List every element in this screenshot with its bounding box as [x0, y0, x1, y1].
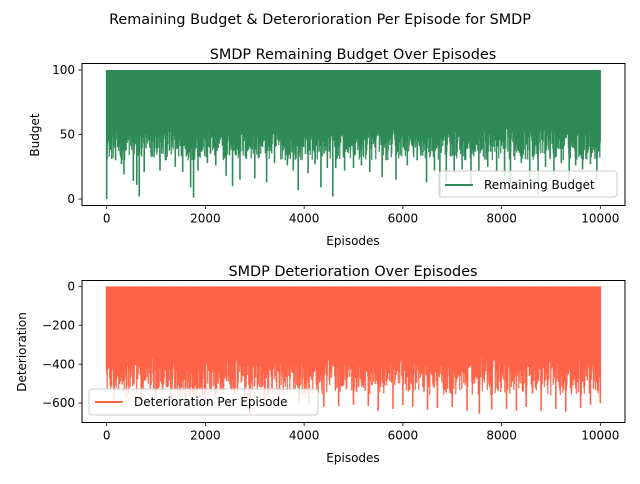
- deterioration-legend: Deterioration Per Episode: [88, 388, 319, 416]
- deterioration-x-tick-label: 4000: [289, 429, 320, 443]
- deterioration-legend-box: [88, 388, 319, 416]
- budget-chart-title: SMDP Remaining Budget Over Episodes: [210, 47, 496, 63]
- budget-x-tick-label: 2000: [190, 212, 221, 226]
- budget-x-axis-label: Episodes: [326, 234, 379, 248]
- figure-suptitle: Remaining Budget & Deterorioration Per E…: [109, 12, 531, 28]
- budget-y-axis-label: Budget: [28, 113, 42, 156]
- deterioration-subplot: SMDP Deterioration Over Episodes 0 2000 40…: [15, 264, 626, 465]
- deterioration-y-axis-label: Deterioration: [15, 312, 29, 392]
- budget-series-group: [105, 69, 601, 200]
- budget-x-tick-label: 10000: [581, 212, 619, 226]
- budget-x-tick-label: 4000: [289, 212, 320, 226]
- budget-y-tick-label: 50: [60, 128, 75, 142]
- deterioration-y-tick-label: −600: [42, 396, 75, 410]
- budget-x-tick-label: 0: [103, 212, 111, 226]
- deterioration-x-tick-label: 6000: [388, 429, 419, 443]
- budget-legend: Remaining Budget: [438, 170, 618, 198]
- budget-y-tick-label: 0: [67, 192, 75, 206]
- deterioration-plot-frame: [81, 280, 626, 423]
- budget-x-tick-label: 8000: [486, 212, 517, 226]
- deterioration-x-tick-label: 0: [103, 429, 111, 443]
- deterioration-y-tick-label: −400: [42, 357, 75, 371]
- budget-axis-ticks: 0 2000 4000 6000 8000 10000 0 50 100: [52, 63, 619, 225]
- budget-y-tick-label: 100: [52, 63, 75, 77]
- deterioration-x-tick-label: 10000: [581, 429, 619, 443]
- deterioration-x-tick-label: 2000: [190, 429, 221, 443]
- budget-legend-label: Remaining Budget: [484, 178, 595, 192]
- deterioration-x-tick-label: 8000: [486, 429, 517, 443]
- deterioration-chart-title: SMDP Deterioration Over Episodes: [228, 264, 477, 280]
- deterioration-legend-label: Deterioration Per Episode: [134, 395, 287, 409]
- budget-legend-box: [438, 170, 618, 198]
- budget-x-tick-label: 6000: [388, 212, 419, 226]
- deterioration-y-tick-label: −200: [42, 318, 75, 332]
- budget-subplot: SMDP Remaining Budget Over Episodes 0 200…: [28, 47, 626, 248]
- deterioration-y-tick-label: 0: [67, 280, 75, 294]
- deterioration-axis-ticks: 0 2000 4000 6000 8000 10000 0 −200 −400 −600: [42, 280, 619, 443]
- deterioration-x-axis-label: Episodes: [326, 451, 379, 465]
- deterioration-series-group: [105, 286, 602, 415]
